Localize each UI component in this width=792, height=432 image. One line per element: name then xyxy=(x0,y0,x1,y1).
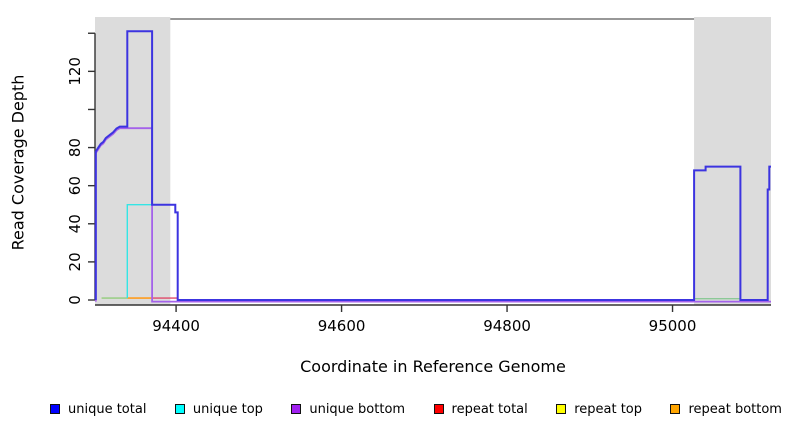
x-tick-label: 94800 xyxy=(483,317,531,335)
legend-label: repeat bottom xyxy=(688,401,782,417)
unique-top-swatch-icon xyxy=(174,404,185,414)
legend-item-repeat-top: repeat top xyxy=(556,402,642,417)
y-axis-title: Read Coverage Depth xyxy=(8,74,28,251)
repeat-region-band xyxy=(95,17,171,305)
legend-item-unique-total: unique total xyxy=(50,402,146,417)
plot-legend: unique total unique top unique bottom re… xyxy=(50,398,782,420)
y-tick-label: 0 xyxy=(66,295,84,305)
repeat-total-swatch-icon xyxy=(433,404,444,414)
legend-label: repeat total xyxy=(451,401,528,417)
y-tick-label: 40 xyxy=(66,214,84,233)
repeat-region-band xyxy=(694,17,771,305)
unique-bottom-swatch-icon xyxy=(291,404,302,414)
legend-label: repeat top xyxy=(574,401,642,417)
x-tick-label: 94400 xyxy=(152,317,200,335)
y-tick-label: 120 xyxy=(66,57,84,86)
x-tick-label: 94600 xyxy=(318,317,366,335)
legend-label: unique top xyxy=(192,401,263,417)
repeat-bottom-swatch-icon xyxy=(670,404,681,414)
legend-item-repeat-total: repeat total xyxy=(433,401,528,417)
y-tick-label: 80 xyxy=(66,138,84,157)
coverage-plot-canvas: 94400 94600 94800 95000 0 20 40 60 80 120 xyxy=(66,17,771,335)
legend-label: unique total xyxy=(68,401,147,417)
unique-total-swatch-icon xyxy=(50,404,60,414)
legend-item-repeat-bottom: repeat bottom xyxy=(670,402,782,417)
x-axis-title: Coordinate in Reference Genome xyxy=(300,357,566,376)
y-tick-label: 60 xyxy=(66,176,84,195)
y-tick-label: 20 xyxy=(66,252,84,271)
repeat-top-swatch-icon xyxy=(556,404,567,414)
series-unique-bottom xyxy=(94,127,771,303)
series-unique-total xyxy=(94,30,771,301)
x-tick-label: 95000 xyxy=(649,317,697,335)
legend-item-unique-top: unique top xyxy=(174,401,263,417)
legend-label: unique bottom xyxy=(309,401,406,417)
legend-item-unique-bottom: unique bottom xyxy=(291,402,405,417)
